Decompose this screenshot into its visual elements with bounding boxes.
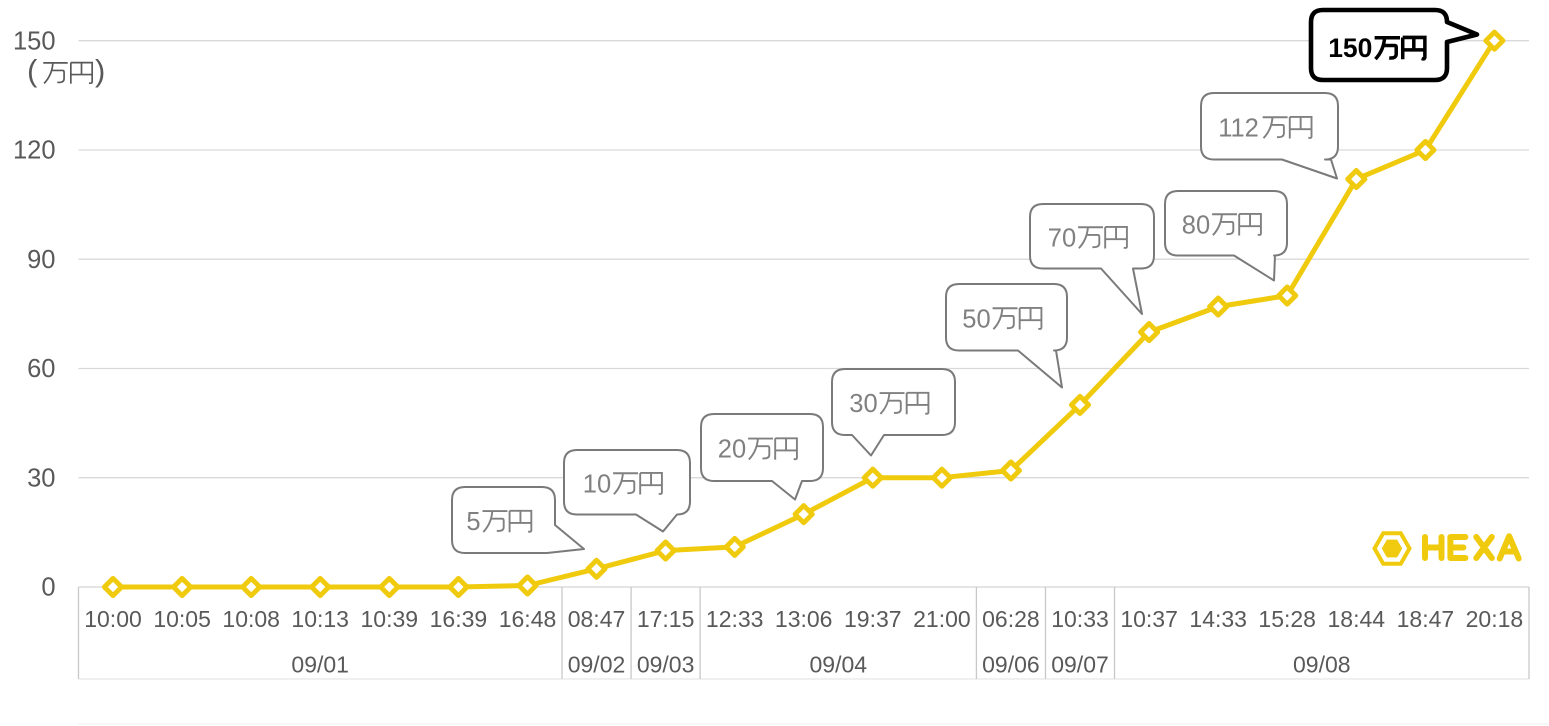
svg-text:10:39: 10:39 [361,606,419,632]
svg-text:10: 10 [583,470,611,498]
svg-text:14:33: 14:33 [1189,606,1247,632]
svg-text:20:18: 20:18 [1466,606,1524,632]
svg-text:30: 30 [849,390,877,418]
svg-text:18:47: 18:47 [1397,606,1455,632]
svg-text:09/04: 09/04 [810,652,868,678]
svg-text:09/06: 09/06 [982,652,1040,678]
svg-text:): ) [95,53,105,88]
svg-text:10:37: 10:37 [1120,606,1178,632]
svg-text:10:33: 10:33 [1051,606,1109,632]
svg-text:15:28: 15:28 [1258,606,1316,632]
svg-text:19:37: 19:37 [844,606,902,632]
svg-text:10:13: 10:13 [291,606,349,632]
svg-text:30: 30 [27,464,55,492]
svg-text:10:08: 10:08 [222,606,280,632]
svg-text:12:33: 12:33 [706,606,764,632]
svg-text:06:28: 06:28 [982,606,1040,632]
svg-text:150: 150 [1328,33,1372,63]
svg-text:09/01: 09/01 [291,652,349,678]
svg-text:16:48: 16:48 [499,606,557,632]
svg-text:50: 50 [962,305,990,333]
svg-text:09/08: 09/08 [1293,652,1351,678]
svg-text:70: 70 [1048,224,1076,252]
svg-text:09/02: 09/02 [568,652,626,678]
svg-text:120: 120 [13,137,56,165]
svg-text:18:44: 18:44 [1328,606,1386,632]
svg-text:112: 112 [1218,114,1259,142]
svg-text:17:15: 17:15 [637,606,695,632]
svg-text:20: 20 [718,436,746,464]
svg-text:08:47: 08:47 [568,606,626,632]
svg-text:10:00: 10:00 [84,606,142,632]
svg-text:150: 150 [13,27,56,55]
svg-text:80: 80 [1182,211,1210,239]
svg-text:90: 90 [27,246,55,274]
svg-text:(: ( [27,53,38,88]
svg-text:09/03: 09/03 [637,652,695,678]
svg-text:16:39: 16:39 [430,606,488,632]
svg-text:21:00: 21:00 [913,606,971,632]
svg-text:5: 5 [466,508,480,536]
svg-text:10:05: 10:05 [153,606,211,632]
svg-text:60: 60 [27,355,55,383]
svg-text:09/07: 09/07 [1051,652,1109,678]
svg-text:13:06: 13:06 [775,606,833,632]
svg-text:0: 0 [41,574,55,602]
